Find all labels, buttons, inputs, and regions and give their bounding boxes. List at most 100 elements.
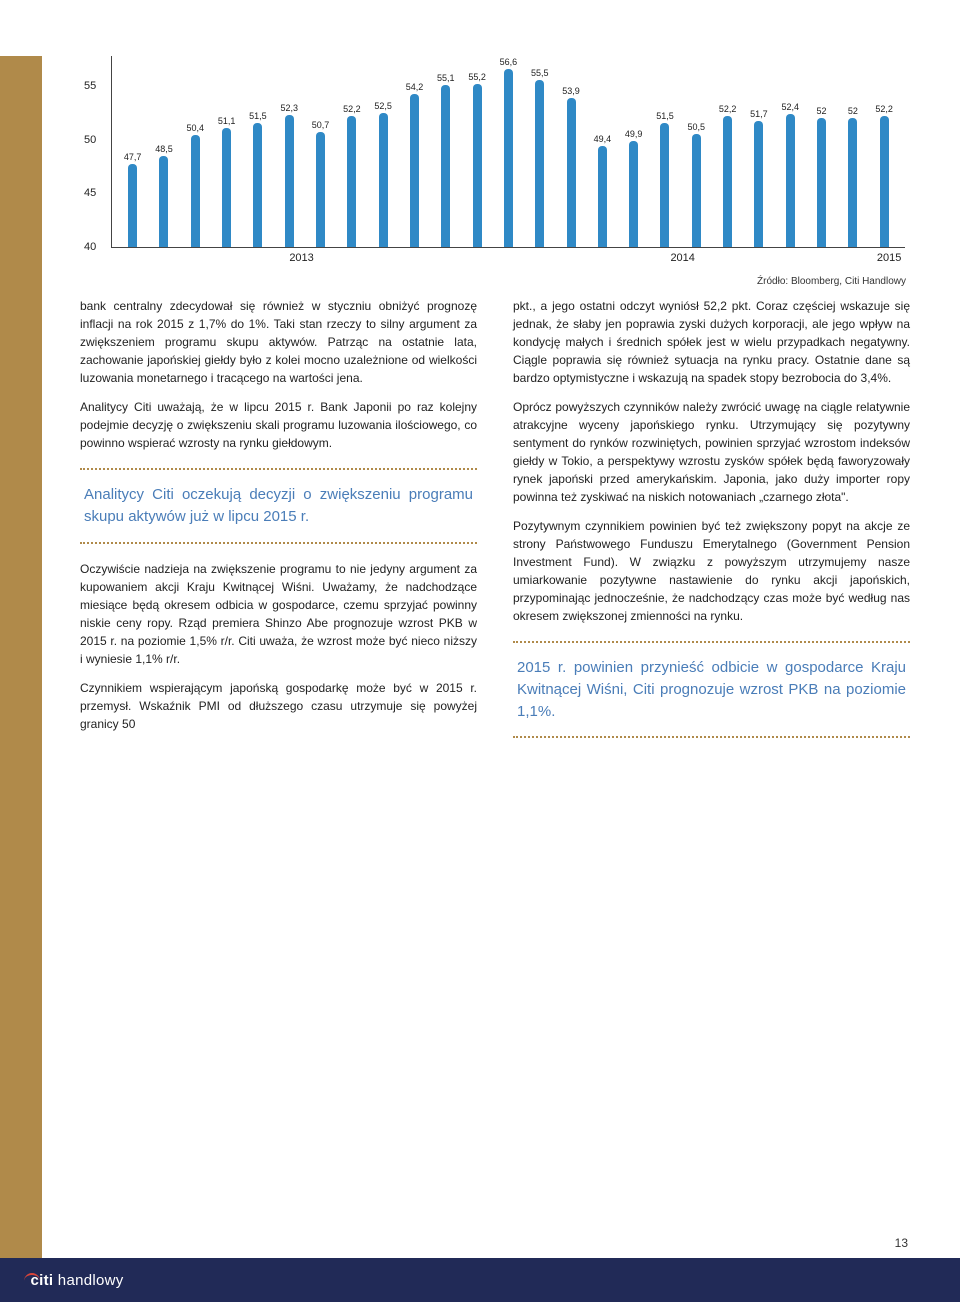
bar [285, 115, 294, 247]
paragraph: Czynnikiem wspierającym japońską gospoda… [80, 679, 477, 733]
bar-column: 50,7 [310, 33, 331, 247]
bar-value-label: 49,4 [594, 134, 612, 144]
bar-column: 52,4 [780, 33, 801, 247]
bar [786, 114, 795, 247]
bar [817, 118, 826, 247]
two-column-text: bank centralny zdecydował się również w … [80, 297, 910, 754]
chart-source: Źródło: Bloomberg, Citi Handlowy [84, 276, 906, 287]
bar-value-label: 51,5 [249, 111, 267, 121]
bar [379, 113, 388, 247]
bar-value-label: 52,4 [781, 102, 799, 112]
bar-value-label: 53,9 [562, 86, 580, 96]
bar-column: 49,9 [623, 33, 644, 247]
bar-column: 51,7 [748, 33, 769, 247]
bar-column: 51,5 [654, 33, 675, 247]
bar-column: 55,1 [435, 33, 456, 247]
paragraph: Analitycy Citi uważają, że w lipcu 2015 … [80, 398, 477, 452]
bar [880, 116, 889, 247]
left-column: bank centralny zdecydował się również w … [80, 297, 477, 754]
main-content: PMI dla przemysłu Japonii 404550556047,7… [80, 10, 910, 754]
x-axis-label: 2014 [492, 252, 873, 264]
bar [410, 94, 419, 247]
left-sidebar [0, 0, 42, 1302]
bar-value-label: 52,2 [875, 104, 893, 114]
bar [535, 80, 544, 247]
bar [598, 146, 607, 247]
bar-column: 52 [842, 33, 863, 247]
paragraph: Pozytywnym czynnikiem powinien być też z… [513, 517, 910, 625]
bar-value-label: 54,2 [406, 82, 424, 92]
bar-column: 50,5 [686, 33, 707, 247]
bar [191, 135, 200, 247]
bar-column: 52,5 [373, 33, 394, 247]
bar-column: 48,5 [153, 33, 174, 247]
y-tick-label: 45 [84, 187, 96, 199]
bar-value-label: 50,7 [312, 120, 330, 130]
bar-column: 52,3 [279, 33, 300, 247]
bar-column: 52 [811, 33, 832, 247]
bar-value-label: 48,5 [155, 144, 173, 154]
callout-box: 2015 r. powinien przynieść odbicie w gos… [513, 641, 910, 738]
bar-value-label: 55,2 [468, 72, 486, 82]
bar-column: 56,6 [498, 33, 519, 247]
bar-column: 52,2 [717, 33, 738, 247]
bar [253, 123, 262, 247]
bar [347, 116, 356, 247]
bar [754, 121, 763, 247]
bar-value-label: 52 [817, 106, 827, 116]
bar [692, 134, 701, 247]
paragraph: Oczywiście nadzieja na zwiększenie progr… [80, 560, 477, 668]
citi-handlowy-logo: citi handlowy [22, 1272, 124, 1289]
y-tick-label: 40 [84, 241, 96, 253]
callout-box: Analitycy Citi oczekują decyzji o zwięks… [80, 468, 477, 544]
y-tick-label: 50 [84, 134, 96, 146]
paragraph: pkt., a jego ostatni odczyt wyniósł 52,2… [513, 297, 910, 387]
bar-value-label: 49,9 [625, 129, 643, 139]
bar-column: 49,4 [592, 33, 613, 247]
bar [441, 85, 450, 247]
bar [848, 118, 857, 247]
bar-value-label: 51,7 [750, 109, 768, 119]
bar-column: 54,2 [404, 33, 425, 247]
footer-bar: citi handlowy [0, 1258, 960, 1302]
page-number: 13 [895, 1236, 908, 1250]
bar [567, 98, 576, 247]
bar [504, 69, 513, 247]
bar [473, 84, 482, 247]
top-white-bar [0, 0, 960, 56]
bar-value-label: 56,6 [500, 57, 518, 67]
bar [660, 123, 669, 247]
bar-value-label: 50,4 [187, 123, 205, 133]
x-axis-label: 2013 [111, 252, 492, 264]
pmi-bar-chart: 404550556047,748,550,451,151,552,350,752… [85, 33, 905, 264]
bar-value-label: 52,2 [343, 104, 361, 114]
bar-value-label: 52,5 [374, 101, 392, 111]
x-axis-label: 2015 [873, 252, 905, 264]
bar-value-label: 50,5 [688, 122, 706, 132]
bar-value-label: 51,1 [218, 116, 236, 126]
bar-value-label: 47,7 [124, 152, 142, 162]
bar-column: 50,4 [185, 33, 206, 247]
bar-column: 52,2 [874, 33, 895, 247]
bar-value-label: 51,5 [656, 111, 674, 121]
bar-value-label: 52 [848, 106, 858, 116]
bar-value-label: 55,5 [531, 68, 549, 78]
bar-column: 47,7 [122, 33, 143, 247]
bar [128, 164, 137, 247]
paragraph: Oprócz powyższych czynników należy zwróc… [513, 398, 910, 506]
bar [629, 141, 638, 247]
paragraph: bank centralny zdecydował się również w … [80, 297, 477, 387]
bar-column: 55,2 [466, 33, 487, 247]
y-tick-label: 55 [84, 80, 96, 92]
bar-column: 51,1 [216, 33, 237, 247]
right-column: pkt., a jego ostatni odczyt wyniósł 52,2… [513, 297, 910, 754]
bar-column: 53,9 [560, 33, 581, 247]
bar-value-label: 52,2 [719, 104, 737, 114]
bar-column: 52,2 [341, 33, 362, 247]
bar-column: 55,5 [529, 33, 550, 247]
bar [316, 132, 325, 247]
bar-value-label: 55,1 [437, 73, 455, 83]
bar-value-label: 52,3 [280, 103, 298, 113]
bar [159, 156, 168, 247]
bar-column: 51,5 [247, 33, 268, 247]
